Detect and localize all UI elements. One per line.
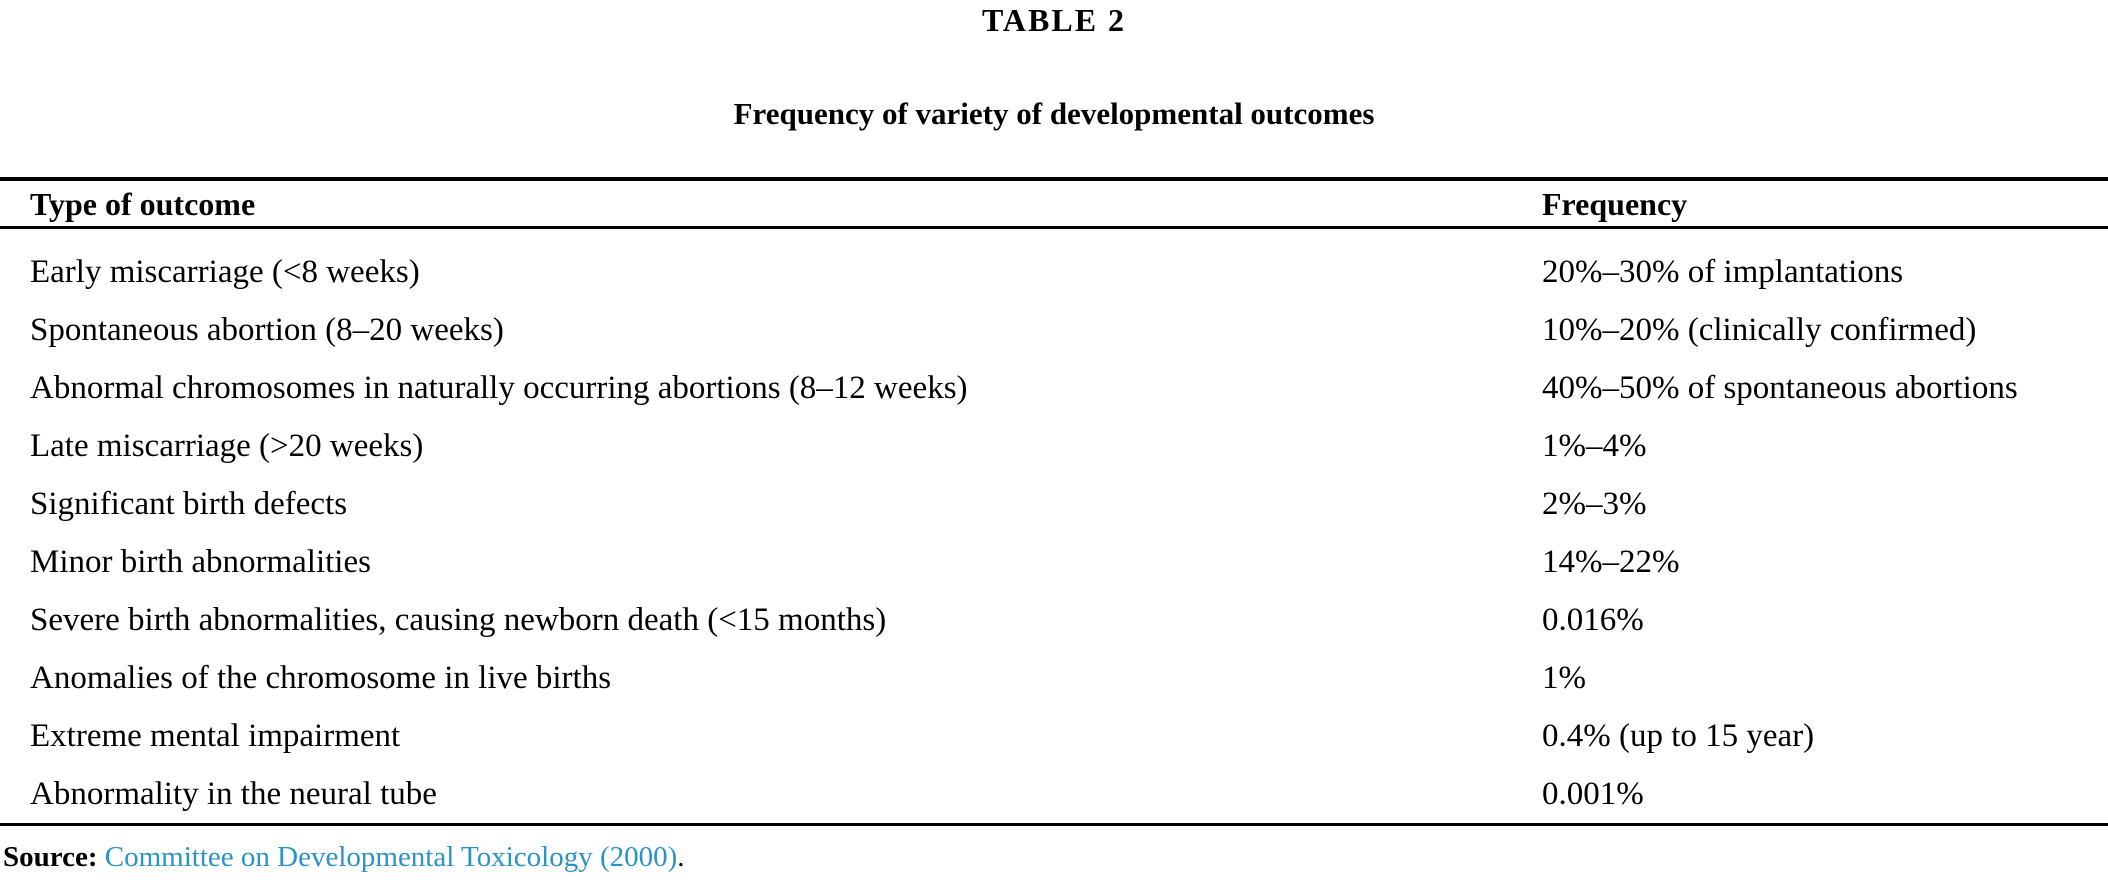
outcome-cell: Late miscarriage (>20 weeks) (30, 427, 424, 464)
table-header-row: Type of outcome Frequency (0, 181, 2108, 229)
frequency-cell: 0.4% (up to 15 year) (1542, 717, 1815, 754)
source-label: Source: (3, 841, 98, 873)
outcome-cell: Extreme mental impairment (30, 717, 401, 754)
table-body: Early miscarriage (<8 weeks) 20%–30% of … (0, 229, 2108, 826)
column-header-type-of-outcome: Type of outcome (30, 185, 256, 222)
outcome-cell: Spontaneous abortion (8–20 weeks) (30, 311, 504, 348)
table-number-label: TABLE 2 (981, 2, 1127, 38)
table-row: Anomalies of the chromosome in live birt… (0, 649, 2108, 707)
outcome-cell: Severe birth abnormalities, causing newb… (30, 601, 887, 638)
table-row: Late miscarriage (>20 weeks) 1%–4% (0, 417, 2108, 475)
frequency-cell: 2%–3% (1542, 485, 1647, 522)
frequency-cell: 1% (1542, 659, 1586, 696)
column-header-frequency: Frequency (1542, 185, 1688, 222)
frequency-cell: 20%–30% of implantations (1542, 253, 1904, 290)
outcome-cell: Minor birth abnormalities (30, 543, 371, 580)
table-row: Early miscarriage (<8 weeks) 20%–30% of … (0, 243, 2108, 301)
table-row: Significant birth defects 2%–3% (0, 475, 2108, 533)
outcome-cell: Abnormality in the neural tube (30, 775, 437, 812)
outcome-cell: Significant birth defects (30, 485, 348, 522)
table-row: Spontaneous abortion (8–20 weeks) 10%–20… (0, 301, 2108, 359)
source-note: Source: Committee on Developmental Toxic… (3, 841, 685, 874)
table-row: Abnormal chromosomes in naturally occurr… (0, 359, 2108, 417)
frequency-cell: 1%–4% (1542, 427, 1647, 464)
source-citation-link[interactable]: Committee on Developmental Toxicology (2… (104, 841, 678, 873)
frequency-cell: 10%–20% (clinically confirmed) (1542, 311, 1977, 348)
table-row: Severe birth abnormalities, causing newb… (0, 591, 2108, 649)
frequency-cell: 0.016% (1542, 601, 1644, 638)
table-row: Abnormality in the neural tube 0.001% (0, 765, 2108, 823)
outcomes-frequency-table: Type of outcome Frequency Early miscarri… (0, 177, 2108, 826)
outcome-cell: Early miscarriage (<8 weeks) (30, 253, 420, 290)
outcome-cell: Anomalies of the chromosome in live birt… (30, 659, 612, 696)
frequency-cell: 40%–50% of spontaneous abortions (1542, 369, 2018, 406)
outcome-cell: Abnormal chromosomes in naturally occurr… (30, 369, 968, 406)
table-row: Extreme mental impairment 0.4% (up to 15… (0, 707, 2108, 765)
table-row: Minor birth abnormalities 14%–22% (0, 533, 2108, 591)
frequency-cell: 0.001% (1542, 775, 1644, 812)
frequency-cell: 14%–22% (1542, 543, 1680, 580)
source-suffix: . (677, 841, 685, 873)
table-title: Frequency of variety of developmental ou… (733, 96, 1375, 131)
